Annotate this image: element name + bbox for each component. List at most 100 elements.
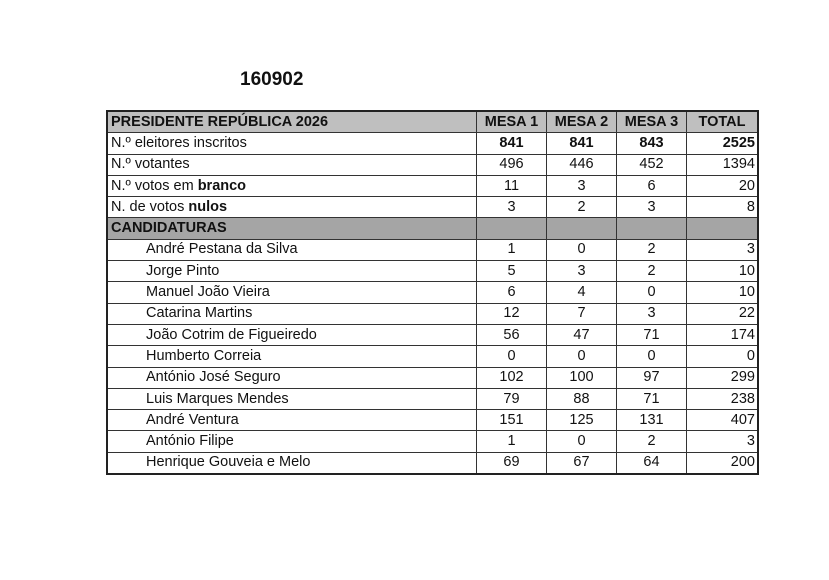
candidate-name: André Ventura [106, 409, 477, 432]
candidate-name: Henrique Gouveia e Melo [106, 451, 477, 475]
row-label: N.º votantes [106, 153, 477, 176]
label-text: N.º votos em [111, 177, 198, 194]
header-cell-election: PRESIDENTE REPÚBLICA 2026 [106, 110, 477, 134]
value-mesa-3: 843 [616, 132, 687, 155]
value-mesa-1: 496 [476, 153, 547, 176]
value-total: 3 [686, 238, 759, 262]
value-total: 299 [686, 366, 759, 389]
value-mesa-1: 69 [476, 451, 547, 475]
row-label: N.º votos em branco [106, 174, 477, 198]
candidate-row: Manuel João Vieira 6 4 0 10 [106, 281, 759, 304]
label-bold-text: branco [197, 177, 247, 194]
empty-cell [616, 217, 687, 240]
value-mesa-2: 47 [546, 323, 617, 347]
candidate-name: António José Seguro [106, 366, 477, 389]
candidate-name: André Pestana da Silva [106, 238, 477, 262]
value-mesa-2: 125 [546, 409, 617, 432]
value-total: 3 [686, 430, 759, 453]
value-mesa-2: 0 [546, 345, 617, 368]
header-cell-mesa-3: MESA 3 [616, 110, 687, 134]
value-mesa-1: 1 [476, 430, 547, 453]
value-mesa-1: 1 [476, 238, 547, 262]
empty-cell [476, 217, 547, 240]
value-total: 2525 [686, 132, 759, 155]
candidate-row: André Pestana da Silva 1 0 2 3 [106, 238, 759, 262]
value-mesa-3: 6 [616, 174, 687, 198]
summary-row: N.º votos em branco 11 3 6 20 [106, 174, 759, 198]
candidate-name: Catarina Martins [106, 302, 477, 325]
value-mesa-1: 102 [476, 366, 547, 389]
value-total: 0 [686, 345, 759, 368]
candidate-row: Henrique Gouveia e Melo 69 67 64 200 [106, 451, 759, 475]
value-mesa-3: 0 [616, 345, 687, 368]
header-row: PRESIDENTE REPÚBLICA 2026 MESA 1 MESA 2 MES… [106, 110, 759, 134]
value-mesa-2: 67 [546, 451, 617, 475]
value-mesa-2: 0 [546, 238, 617, 262]
value-mesa-1: 56 [476, 323, 547, 347]
value-mesa-3: 2 [616, 238, 687, 262]
value-mesa-3: 64 [616, 451, 687, 475]
section-row-candidaturas: CANDIDATURAS [106, 217, 759, 240]
summary-row: N. de votos nulos 3 2 3 8 [106, 196, 759, 219]
section-label: CANDIDATURAS [106, 217, 477, 240]
empty-cell [686, 217, 759, 240]
row-label: N. de votos nulos [106, 196, 477, 219]
value-mesa-3: 452 [616, 153, 687, 176]
value-mesa-2: 446 [546, 153, 617, 176]
value-mesa-1: 0 [476, 345, 547, 368]
candidate-name: Luis Marques Mendes [106, 387, 477, 411]
value-mesa-1: 841 [476, 132, 547, 155]
value-mesa-3: 71 [616, 387, 687, 411]
label-text: N.º votantes [111, 156, 190, 173]
candidate-row: Luis Marques Mendes 79 88 71 238 [106, 387, 759, 411]
value-total: 10 [686, 260, 759, 283]
candidate-row: Humberto Correia 0 0 0 0 [106, 345, 759, 368]
summary-row: N.º votantes 496 446 452 1394 [106, 153, 759, 176]
value-mesa-1: 11 [476, 174, 547, 198]
value-mesa-2: 7 [546, 302, 617, 325]
header-cell-mesa-1: MESA 1 [476, 110, 547, 134]
document-title: 160902 [240, 69, 304, 90]
value-mesa-1: 5 [476, 260, 547, 283]
value-mesa-3: 3 [616, 196, 687, 219]
value-total: 8 [686, 196, 759, 219]
value-mesa-1: 151 [476, 409, 547, 432]
candidate-name: Humberto Correia [106, 345, 477, 368]
value-total: 20 [686, 174, 759, 198]
candidate-name: Manuel João Vieira [106, 281, 477, 304]
candidate-row: António Filipe 1 0 2 3 [106, 430, 759, 453]
value-total: 174 [686, 323, 759, 347]
summary-row: N.º eleitores inscritos 841 841 843 2525 [106, 132, 759, 155]
value-mesa-2: 3 [546, 260, 617, 283]
label-text: N.º eleitores inscritos [111, 134, 247, 151]
value-mesa-1: 6 [476, 281, 547, 304]
value-mesa-3: 97 [616, 366, 687, 389]
value-mesa-2: 100 [546, 366, 617, 389]
header-cell-mesa-2: MESA 2 [546, 110, 617, 134]
empty-cell [546, 217, 617, 240]
value-mesa-3: 131 [616, 409, 687, 432]
value-total: 238 [686, 387, 759, 411]
value-mesa-3: 3 [616, 302, 687, 325]
candidate-row: Catarina Martins 12 7 3 22 [106, 302, 759, 325]
value-mesa-1: 79 [476, 387, 547, 411]
results-table: PRESIDENTE REPÚBLICA 2026 MESA 1 MESA 2 MES… [106, 110, 759, 476]
candidate-name: João Cotrim de Figueiredo [106, 323, 477, 347]
value-mesa-2: 841 [546, 132, 617, 155]
value-mesa-1: 12 [476, 302, 547, 325]
value-mesa-2: 4 [546, 281, 617, 304]
value-mesa-2: 88 [546, 387, 617, 411]
candidate-name: Jorge Pinto [106, 260, 477, 283]
row-label: N.º eleitores inscritos [106, 132, 477, 155]
candidate-row: João Cotrim de Figueiredo 56 47 71 174 [106, 323, 759, 347]
value-mesa-3: 2 [616, 430, 687, 453]
value-mesa-2: 2 [546, 196, 617, 219]
candidate-row: Jorge Pinto 5 3 2 10 [106, 260, 759, 283]
value-mesa-3: 0 [616, 281, 687, 304]
value-mesa-3: 71 [616, 323, 687, 347]
value-mesa-1: 3 [476, 196, 547, 219]
value-total: 22 [686, 302, 759, 325]
candidate-row: André Ventura 151 125 131 407 [106, 409, 759, 432]
value-mesa-2: 0 [546, 430, 617, 453]
header-cell-total: TOTAL [686, 110, 759, 134]
